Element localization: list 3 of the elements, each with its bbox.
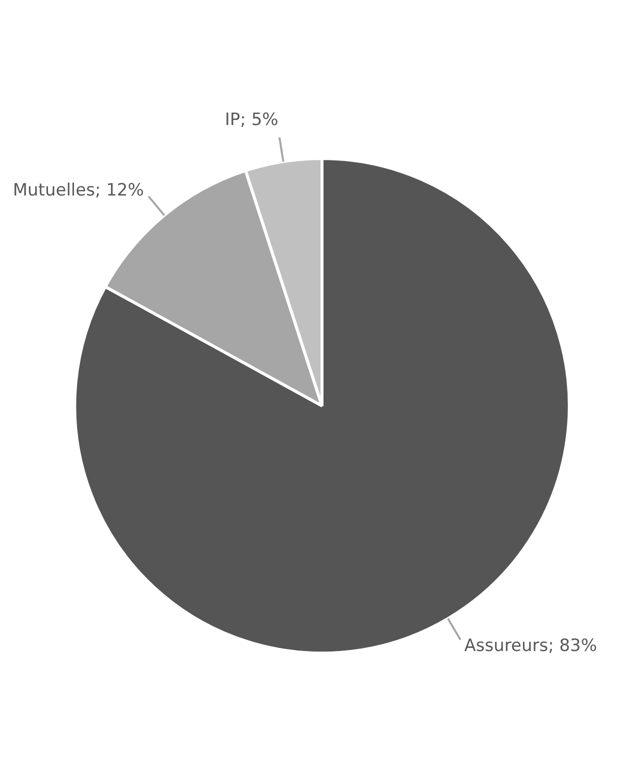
slice-label: Mutuelles; 12%: [12, 180, 144, 201]
slice-label: Assureurs; 83%: [464, 636, 597, 656]
slice-label: IP; 5%: [224, 110, 278, 130]
